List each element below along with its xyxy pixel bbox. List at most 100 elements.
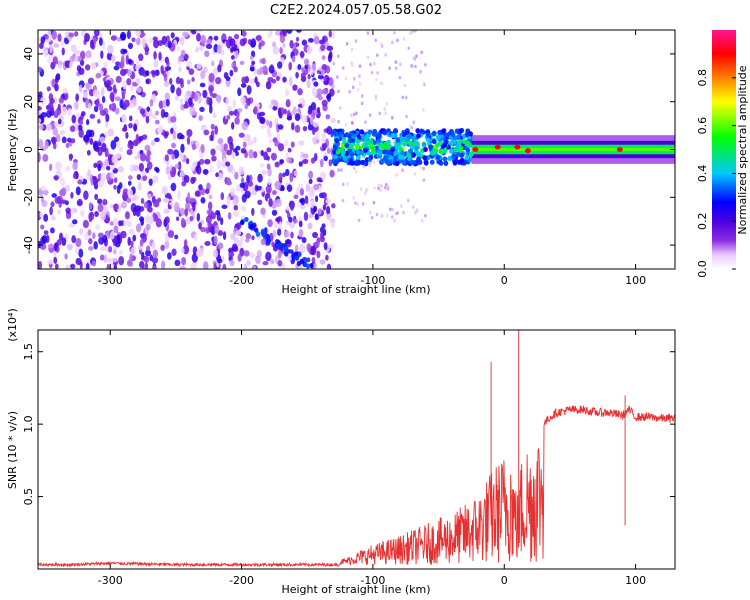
spectrogram-cell: [235, 145, 241, 151]
spectrogram-cell: [242, 141, 247, 148]
spectrogram-cell: [83, 134, 90, 143]
spectrogram-cell: [365, 128, 369, 132]
spectrogram-cell: [79, 209, 85, 217]
spectrogram-cell: [48, 93, 54, 101]
spectrogram-cell: [306, 79, 311, 89]
spectrogram-cell: [452, 159, 458, 165]
spectrogram-cell: [174, 234, 179, 240]
spectrogram-cell: [181, 180, 187, 187]
spectrogram-cell: [307, 73, 311, 80]
spectrogram-cell: [40, 185, 47, 191]
spectrogram-cell: [120, 220, 125, 226]
spectrogram-cell: [380, 184, 383, 188]
colorbar-tick-label: 0.6: [696, 117, 709, 135]
spectrogram-cell: [295, 36, 300, 42]
spectrogram-cell: [99, 136, 106, 143]
spectrogram-cell: [75, 237, 82, 248]
spectrogram-cell: [190, 30, 197, 35]
spectrogram-cell: [237, 240, 243, 248]
spectrogram-cell: [208, 72, 215, 83]
spectrogram-cell: [284, 239, 292, 245]
spectrogram-cell: [326, 92, 332, 102]
spectrogram-cell: [319, 158, 324, 168]
spectrogram-cell: [240, 96, 246, 104]
spectrogram-cell: [165, 99, 170, 107]
spectrogram-cell: [53, 122, 60, 127]
spectrogram-cell: [187, 192, 191, 202]
spectrogram-cell: [175, 87, 182, 97]
spectrogram-cell: [100, 172, 107, 182]
spectrogram-cell: [272, 190, 277, 196]
spectrogram-cell: [53, 175, 59, 181]
spectrogram-cell: [352, 166, 356, 171]
spectrogram-cell: [152, 36, 158, 42]
spectrogram-peak: [514, 144, 521, 150]
spectrogram-cell: [222, 263, 227, 269]
spectrogram-cell: [236, 112, 240, 119]
spectrogram-cell: [205, 215, 213, 224]
spectrogram-cell: [400, 150, 405, 156]
spectrogram-cell: [423, 82, 426, 87]
spectrogram-cell: [202, 89, 208, 99]
spectrogram-cell: [370, 146, 376, 152]
spectrogram-cell: [78, 248, 84, 258]
spectrogram-cell: [62, 87, 68, 94]
spectrogram-cell: [307, 109, 312, 115]
spectrogram-cell: [330, 220, 335, 229]
spectrogram-cell: [221, 49, 225, 56]
spectrogram-cell: [94, 193, 99, 201]
spectrogram-cell: [190, 164, 196, 172]
spectrogram-cell: [145, 223, 151, 231]
spectrogram-cell: [186, 136, 191, 145]
spectrogram-cell: [120, 31, 127, 41]
spectrogram-cell: [123, 99, 130, 108]
spectrogram-cell: [350, 160, 355, 166]
spectrogram-cell: [226, 115, 231, 120]
spectrogram-cell: [196, 212, 201, 222]
spectrogram-cell: [293, 170, 298, 177]
spectrogram-cell: [337, 119, 340, 124]
spectrogram-cell: [152, 212, 157, 219]
spectrogram-cell: [405, 114, 408, 119]
spectrogram-y-tick-label: -40: [22, 236, 35, 254]
spectrogram-cell: [120, 201, 127, 209]
spectrogram-cell: [425, 132, 431, 138]
spectrogram-cell: [239, 219, 245, 226]
spectrogram-cell: [209, 134, 214, 142]
spectrogram-cell: [107, 153, 112, 163]
spectrogram-cell: [265, 239, 271, 245]
spectrogram-cell: [127, 68, 132, 77]
spectrogram-cell: [215, 209, 221, 216]
spectrogram-cell: [331, 149, 337, 155]
spectrogram-cell: [336, 75, 339, 80]
spectrogram-cell: [61, 237, 67, 246]
spectrogram-cell: [123, 220, 127, 226]
spectrogram-cell: [43, 213, 49, 222]
spectrogram-cell: [313, 205, 318, 213]
spectrogram-cell: [449, 148, 454, 154]
spectrogram-cell: [57, 103, 61, 111]
spectrogram-cell: [278, 172, 283, 181]
spectrogram-cell: [275, 217, 281, 222]
spectrogram-cell: [85, 119, 90, 126]
spectrogram-cell: [42, 46, 49, 56]
spectrogram-cell: [229, 38, 236, 47]
spectrogram-cell: [231, 169, 236, 175]
spectrogram-cell: [267, 132, 272, 138]
spectrogram-cell: [304, 64, 309, 70]
spectrogram-cell: [318, 39, 324, 45]
spectrogram-cell: [127, 236, 132, 246]
spectrogram-cell: [57, 209, 61, 216]
spectrogram-cell: [415, 141, 421, 147]
spectrogram-cell: [113, 249, 117, 255]
spectrogram-cell: [321, 63, 328, 70]
spectrogram-cell: [359, 187, 363, 191]
spectrogram-cell: [90, 61, 97, 70]
spectrogram-cell: [176, 46, 181, 52]
spectrogram-cell: [100, 50, 104, 59]
spectrogram-cell: [229, 142, 234, 151]
spectrogram-cell: [213, 235, 218, 245]
spectrogram-y-tick-label: 0: [22, 146, 35, 153]
spectrogram-cell: [239, 60, 245, 66]
spectrogram-cell: [133, 123, 138, 132]
